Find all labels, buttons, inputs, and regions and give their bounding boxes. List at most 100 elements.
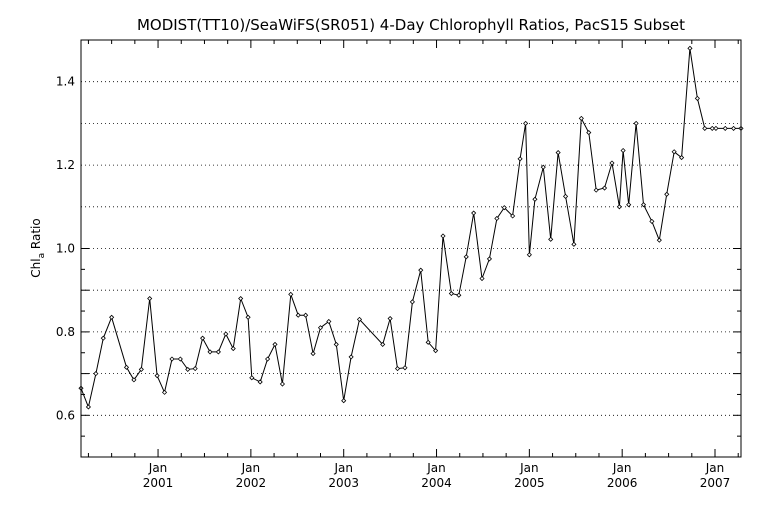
data-point <box>310 351 316 357</box>
data-point <box>649 218 655 224</box>
data-point <box>425 339 431 345</box>
data-point <box>257 379 263 385</box>
data-point <box>620 147 626 154</box>
data-point <box>694 95 700 101</box>
x-tick-label-month: Jan <box>241 461 261 475</box>
data-point <box>348 354 354 360</box>
x-axis: Jan2001Jan2002Jan2003Jan2004Jan2005Jan20… <box>87 40 739 490</box>
x-tick-label-month: Jan <box>426 461 446 475</box>
y-axis-label-tail: Ratio <box>29 218 43 253</box>
x-tick-label-year: 2002 <box>236 476 267 490</box>
y-tick-label: 1.4 <box>56 75 75 89</box>
grid-lines <box>81 81 741 416</box>
data-point <box>169 356 175 362</box>
data-point <box>448 290 454 297</box>
x-tick-label-year: 2006 <box>607 476 638 490</box>
y-tick-label: 0.6 <box>56 408 75 422</box>
data-points <box>78 45 744 410</box>
data-point <box>317 325 324 331</box>
data-point <box>440 233 446 239</box>
data-point <box>238 295 244 302</box>
data-point <box>93 371 99 377</box>
data-point <box>479 275 485 282</box>
data-point <box>288 291 294 297</box>
x-tick-label-month: Jan <box>333 461 353 475</box>
data-point <box>394 366 401 372</box>
data-point <box>656 237 662 243</box>
data-point <box>578 115 584 121</box>
data-point <box>272 341 278 347</box>
data-point <box>177 356 183 362</box>
data-point <box>402 365 408 371</box>
x-tick-label-year: 2007 <box>700 476 731 490</box>
data-point <box>616 204 622 210</box>
data-point <box>249 375 255 381</box>
data-point <box>664 191 670 197</box>
data-point <box>185 366 191 372</box>
y-axis-label-main: Chl <box>29 258 43 277</box>
x-tick-label-year: 2004 <box>421 476 452 490</box>
x-tick-label-month: Jan <box>612 461 632 475</box>
x-tick-label-month: Jan <box>148 461 168 475</box>
data-point <box>109 314 115 320</box>
data-point <box>671 149 677 155</box>
data-point <box>123 364 130 370</box>
data-point <box>486 256 493 262</box>
data-point <box>731 125 737 131</box>
data-point <box>501 205 507 211</box>
data-point <box>463 254 469 260</box>
data-point <box>245 314 251 320</box>
data-point <box>722 125 728 131</box>
chart-title: MODIST(TT10)/SeaWiFS(SR051) 4-Day Chloro… <box>137 16 685 34</box>
data-point <box>593 187 599 193</box>
data-point <box>147 295 153 302</box>
y-axis-label-sub: a <box>37 253 47 259</box>
data-point <box>200 335 206 341</box>
series-line <box>80 48 741 409</box>
data-point <box>517 156 523 162</box>
data-point <box>532 196 538 202</box>
data-point <box>456 292 462 298</box>
data-point <box>207 349 213 355</box>
data-point <box>510 213 516 219</box>
x-tick-label-year: 2005 <box>514 476 545 490</box>
data-point <box>586 130 592 136</box>
y-axis: 0.6 0.8 1.0 1.2 1.4 <box>56 75 741 437</box>
data-point <box>523 120 529 126</box>
data-point <box>633 120 639 126</box>
x-tick-label-month: Jan <box>705 461 725 475</box>
data-point <box>326 318 332 325</box>
data-point <box>548 236 554 242</box>
data-point <box>356 316 363 322</box>
data-point <box>702 125 708 131</box>
data-point <box>223 331 229 337</box>
data-point <box>494 215 500 222</box>
data-point <box>555 150 561 156</box>
data-point <box>562 193 569 199</box>
data-point <box>540 164 546 170</box>
data-point <box>303 312 309 318</box>
data-point <box>341 398 347 404</box>
data-point <box>265 356 271 362</box>
y-tick-label: 0.8 <box>56 325 75 339</box>
x-tick-label-month: Jan <box>519 461 539 475</box>
data-point <box>295 312 301 318</box>
x-tick-label-year: 2003 <box>328 476 359 490</box>
data-point <box>161 389 168 395</box>
data-series <box>80 48 741 409</box>
y-axis-label: Chla Ratio <box>29 218 47 277</box>
data-point <box>433 348 439 354</box>
data-point <box>418 267 424 273</box>
data-point <box>571 241 577 247</box>
x-tick-label-year: 2001 <box>143 476 174 490</box>
data-point <box>131 377 137 383</box>
data-point <box>409 299 415 305</box>
data-point <box>679 155 685 161</box>
data-point <box>471 210 477 216</box>
data-point <box>601 185 608 191</box>
plot-frame <box>80 39 742 458</box>
data-point <box>713 125 719 131</box>
y-tick-label: 1.0 <box>56 242 75 256</box>
data-point <box>230 346 236 352</box>
